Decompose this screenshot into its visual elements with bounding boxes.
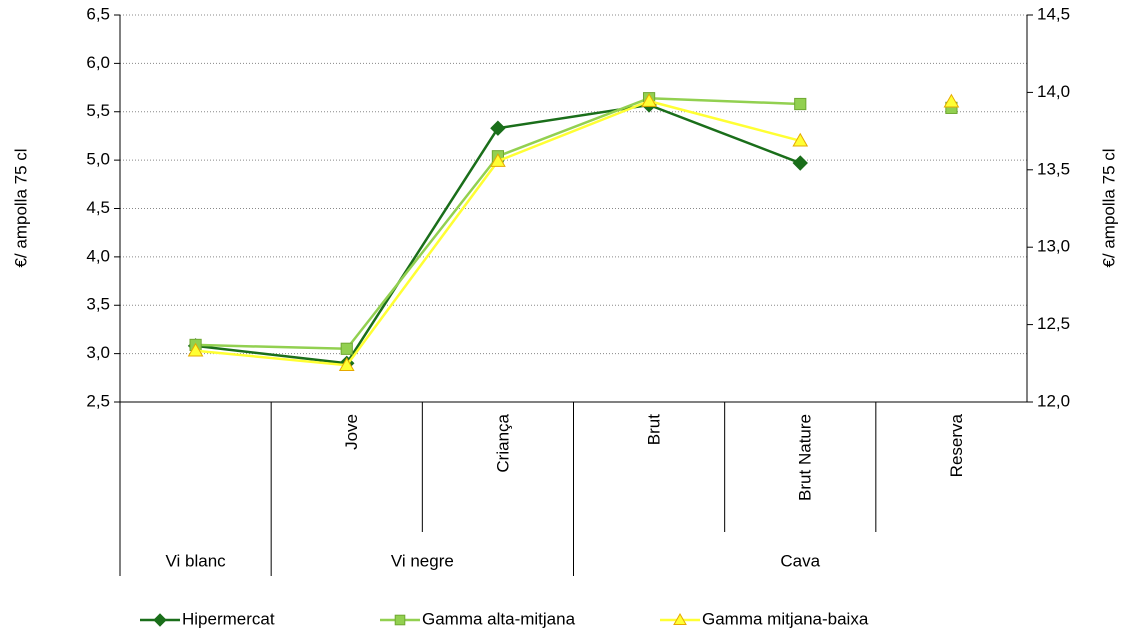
y2-axis-label: €/ ampolla 75 cl xyxy=(1099,148,1118,267)
y2-tick-label: 12,0 xyxy=(1037,391,1070,410)
x-tick-label: Reserva xyxy=(947,413,966,477)
legend-marker xyxy=(394,614,406,626)
legend-label: Gamma alta-mitjana xyxy=(422,609,576,628)
x-tick-label: Jove xyxy=(342,414,361,450)
y-tick-label: 5,0 xyxy=(86,150,110,169)
series-line xyxy=(195,103,801,365)
y2-tick-label: 14,5 xyxy=(1037,4,1070,23)
y-tick-label: 2,5 xyxy=(86,391,110,410)
series-line xyxy=(195,99,801,367)
data-point-y2 xyxy=(943,93,960,108)
legend-marker xyxy=(673,612,687,625)
y-tick-label: 6,5 xyxy=(86,4,110,23)
x-tick-label: Brut xyxy=(645,414,664,445)
y2-tick-label: 12,5 xyxy=(1037,314,1070,333)
data-point xyxy=(187,342,204,357)
y-tick-label: 5,5 xyxy=(86,101,110,120)
data-point xyxy=(794,97,807,111)
y-tick-label: 6,0 xyxy=(86,53,110,72)
y2-tick-label: 13,0 xyxy=(1037,237,1070,256)
data-point xyxy=(792,132,809,147)
group-label: Cava xyxy=(780,551,820,570)
x-tick-label: Brut Nature xyxy=(796,414,815,501)
x-tick-label: Criança xyxy=(493,413,512,472)
y2-tick-label: 14,0 xyxy=(1037,82,1070,101)
y-axis-label: €/ ampolla 75 cl xyxy=(11,148,30,267)
y-tick-label: 4,5 xyxy=(86,198,110,217)
group-label: Vi blanc xyxy=(165,551,226,570)
data-point xyxy=(338,357,355,371)
legend-marker xyxy=(153,613,167,627)
y-tick-label: 3,0 xyxy=(86,343,110,362)
data-point xyxy=(340,342,353,355)
y-tick-label: 4,0 xyxy=(86,246,110,265)
group-label: Vi negre xyxy=(391,551,454,570)
data-point xyxy=(792,155,808,171)
data-point xyxy=(490,153,506,167)
legend-label: Gamma mitjana-baixa xyxy=(702,609,869,628)
data-point xyxy=(490,120,506,136)
legend-label: Hipermercat xyxy=(182,609,275,628)
y-tick-label: 3,5 xyxy=(86,295,110,314)
y2-tick-label: 13,5 xyxy=(1037,159,1070,178)
data-point xyxy=(641,93,657,107)
